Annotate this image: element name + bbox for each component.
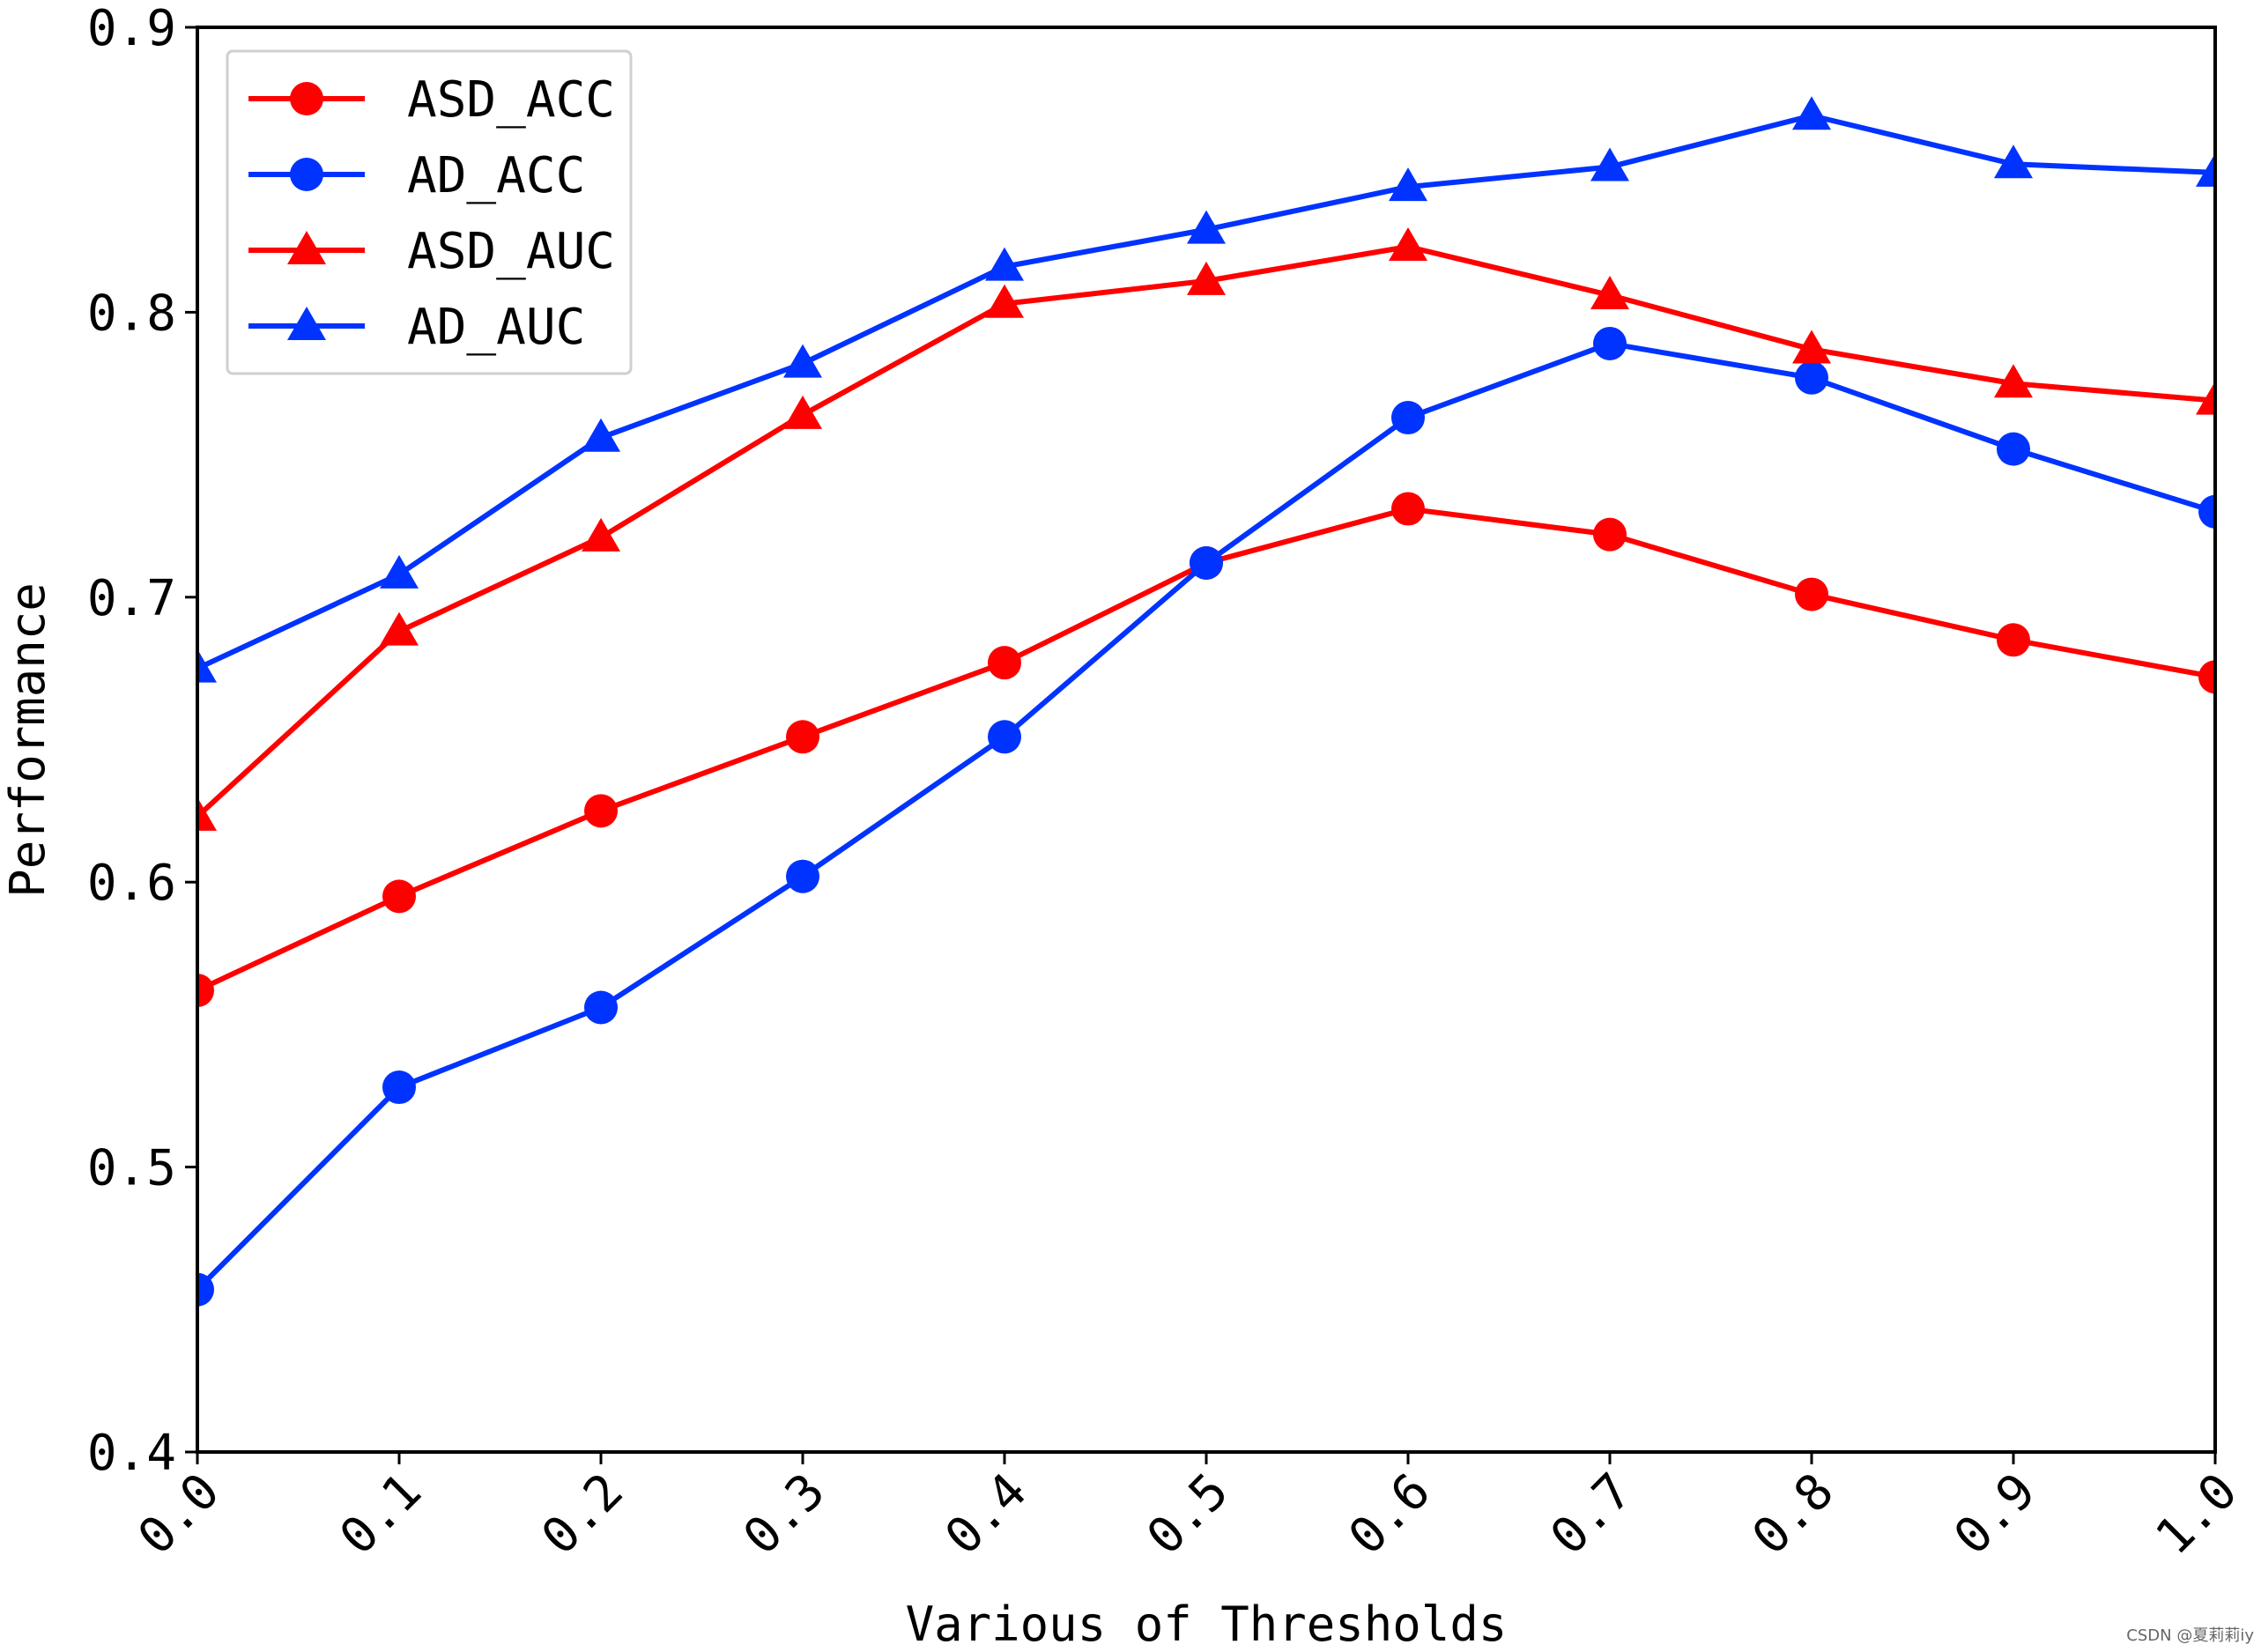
x-tick-label: 1.0 — [2145, 1463, 2248, 1566]
legend-label-ad-auc: AD_AUC — [407, 299, 585, 356]
data-point-ad-auc — [985, 247, 1024, 281]
data-point-asd-acc — [786, 720, 819, 754]
x-tick-label: 0.7 — [1539, 1463, 1642, 1566]
data-point-ad-acc — [988, 720, 1021, 754]
x-axis-title: Various of Thresholds — [906, 1596, 1508, 1652]
data-point-ad-auc — [582, 418, 620, 452]
series-line-asd-acc — [197, 506, 2215, 993]
legend-marker-ad-acc — [290, 158, 323, 191]
data-point-ad-auc — [1994, 144, 2033, 179]
data-point-asd-acc — [1593, 517, 1627, 552]
data-point-ad-acc — [786, 859, 819, 893]
data-point-ad-auc — [197, 648, 217, 683]
data-point-ad-auc — [1187, 210, 1226, 244]
watermark-text: CSDN @夏莉莉iy — [2126, 1626, 2254, 1645]
data-point-asd-auc — [783, 395, 822, 429]
legend-label-asd-acc: ASD_ACC — [407, 71, 615, 129]
legend-marker-asd-acc — [290, 82, 323, 115]
series-layer — [197, 96, 2215, 1307]
y-tick-label: 0.8 — [87, 285, 176, 342]
x-tick-label: 0.2 — [530, 1463, 634, 1566]
y-axis: 0.4 0.5 0.6 0.7 0.8 0.9 — [87, 0, 197, 1482]
legend-marker-ad-auc — [287, 307, 326, 340]
x-tick-label: 0.4 — [934, 1463, 1037, 1566]
y-tick-label: 0.5 — [87, 1140, 176, 1197]
legend-label-ad-acc: AD_ACC — [407, 147, 585, 204]
legend: ASD_ACC AD_ACC ASD_AUC AD_AUC — [226, 49, 633, 375]
series-line-ad-acc — [197, 340, 2215, 1292]
data-point-asd-acc — [382, 879, 416, 914]
data-point-asd-acc — [197, 974, 214, 1008]
data-point-asd-auc — [1590, 275, 1629, 309]
x-tick-label: 0.9 — [1943, 1463, 2046, 1566]
data-point-ad-acc — [2198, 494, 2215, 529]
series-group — [197, 96, 2215, 1307]
data-point-asd-acc — [1391, 492, 1425, 526]
x-tick-label: 0.3 — [732, 1463, 835, 1566]
data-point-ad-acc — [197, 1272, 214, 1307]
x-axis: 0.0 0.1 0.2 0.3 0.4 0.5 0.6 0.7 0.8 0.9 1.0 — [127, 1452, 2249, 1566]
y-tick-label: 0.7 — [87, 570, 176, 627]
data-point-ad-acc — [1593, 326, 1627, 360]
y-tick-label: 0.9 — [87, 0, 176, 57]
data-point-asd-auc — [582, 517, 620, 552]
data-point-asd-auc — [1187, 261, 1226, 295]
data-point-asd-acc — [584, 794, 618, 828]
x-tick-label: 0.6 — [1338, 1463, 1441, 1566]
data-point-ad-acc — [382, 1070, 416, 1105]
y-tick-label: 0.6 — [87, 855, 176, 912]
y-axis-title: Performance — [0, 582, 56, 898]
data-point-asd-auc — [197, 796, 217, 831]
data-point-asd-acc — [1795, 577, 1828, 611]
data-point-ad-auc — [783, 344, 822, 378]
data-point-asd-auc — [2196, 381, 2215, 415]
data-point-ad-acc — [1795, 360, 1828, 395]
x-tick-label: 0.8 — [1741, 1463, 1844, 1566]
data-point-asd-auc — [380, 611, 419, 646]
data-point-asd-auc — [985, 284, 1024, 318]
data-point-asd-acc — [988, 646, 1021, 680]
data-point-ad-acc — [1391, 401, 1425, 435]
y-tick-label: 0.4 — [87, 1425, 176, 1482]
data-point-ad-acc — [1190, 545, 1223, 580]
data-point-ad-auc — [1389, 167, 1427, 202]
data-point-ad-auc — [1792, 96, 1831, 130]
legend-marker-asd-auc — [287, 231, 326, 264]
data-point-asd-acc — [2198, 660, 2215, 694]
legend-box — [226, 49, 633, 375]
data-point-asd-auc — [1389, 227, 1427, 262]
legend-label-asd-auc: ASD_AUC — [407, 223, 615, 280]
x-tick-label: 0.1 — [329, 1463, 432, 1566]
data-point-ad-acc — [584, 990, 618, 1025]
data-point-ad-auc — [380, 554, 419, 589]
x-tick-label: 0.5 — [1136, 1463, 1239, 1566]
data-point-asd-acc — [1997, 623, 2030, 657]
data-point-asd-auc — [1792, 330, 1831, 364]
data-point-ad-acc — [1997, 432, 2030, 466]
data-point-ad-auc — [2196, 152, 2215, 187]
data-point-asd-auc — [1994, 364, 2033, 398]
data-point-ad-auc — [1590, 147, 1629, 181]
